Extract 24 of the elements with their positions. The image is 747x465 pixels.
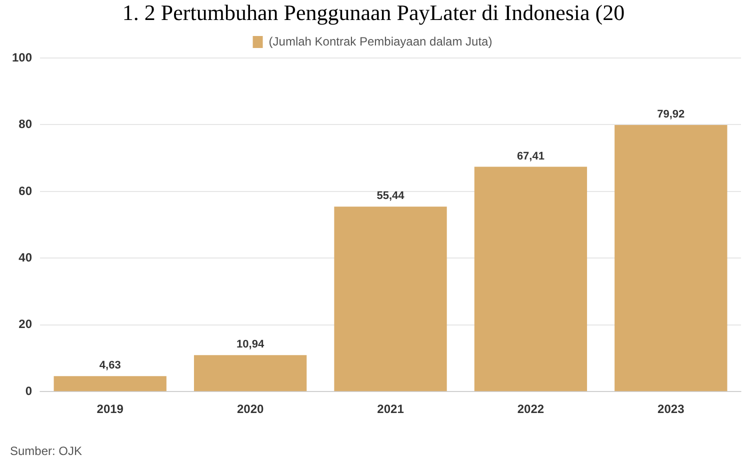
y-tick-label: 80	[18, 117, 32, 132]
bar	[614, 124, 728, 392]
y-tick-label: 60	[18, 184, 32, 198]
bar	[54, 376, 166, 392]
legend-label: (Jumlah Kontrak Pembiayaan dalam Juta)	[268, 34, 492, 48]
x-tick-label: 2020	[236, 402, 264, 416]
x-tick-label: 2022	[517, 402, 544, 416]
bar	[194, 355, 307, 392]
y-tick-label: 20	[18, 317, 32, 332]
text: Sumber: OJK	[10, 444, 82, 458]
data-label: 79,92	[657, 108, 685, 121]
y-tick-label: 100	[12, 50, 32, 64]
data-label: 55,44	[376, 190, 406, 202]
y-tick-label: 0	[25, 384, 32, 398]
bar	[474, 166, 588, 392]
bar	[334, 206, 447, 392]
data-label: 10,94	[236, 338, 265, 351]
x-tick-label: 2021	[377, 402, 404, 416]
y-tick-label: 40	[18, 250, 32, 264]
x-tick-label: 2023	[658, 402, 685, 416]
data-label: 67,41	[516, 150, 544, 162]
x-tick-label: 2019	[96, 402, 124, 416]
data-label: 4,63	[99, 360, 121, 372]
chart-title: 1. 2 Pertumbuhan Penggunaan PayLater di Indonesia (20	[121, 0, 626, 26]
